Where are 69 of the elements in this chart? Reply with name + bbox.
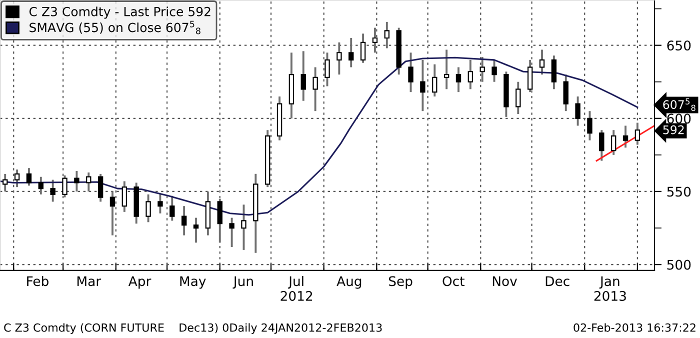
candlestick	[480, 56, 485, 83]
line-series	[0, 56, 638, 216]
candlestick	[14, 168, 20, 188]
x-tick-label: Mar	[77, 276, 102, 286]
candlestick	[86, 171, 92, 192]
candlestick	[62, 174, 68, 198]
x-tick-label: Dec	[546, 276, 570, 286]
candlestick	[610, 129, 616, 156]
x-tick-label: Jul 2012	[280, 276, 312, 301]
y-tick-label: 600	[667, 114, 691, 124]
candlestick	[300, 50, 306, 102]
y-tick-label: 650	[667, 40, 691, 51]
candlestick	[408, 52, 414, 94]
candlestick	[527, 58, 533, 94]
legend-label: SMAVG (55) on Close 607$^{5}$$_{8}$	[30, 20, 200, 34]
candlestick	[360, 32, 366, 64]
candlestick	[444, 48, 450, 90]
x-tick-label: Jan 2013	[594, 276, 626, 301]
candlestick	[551, 54, 557, 90]
candlestick	[599, 129, 604, 162]
candlestick	[456, 66, 462, 94]
candlestick	[193, 216, 199, 244]
candlestick	[38, 176, 44, 196]
candlestick	[241, 204, 246, 251]
candlestick	[170, 194, 175, 222]
candlestick	[217, 198, 222, 244]
candlestick	[516, 80, 521, 115]
candlestick	[622, 124, 628, 149]
x-tick-label: Aug	[336, 276, 362, 289]
candlestick	[384, 20, 390, 50]
candlestick	[372, 26, 378, 54]
text: 02-Feb-2013 16:37:22	[574, 323, 696, 332]
candlestick	[539, 48, 545, 76]
x-tick-label: Apr	[128, 276, 152, 289]
candlestick	[74, 170, 80, 192]
x-tick-label: May	[180, 276, 206, 289]
candlestick	[420, 58, 426, 112]
x-tick-label: Sep	[388, 276, 412, 289]
candlestick	[563, 74, 568, 112]
candlestick	[2, 172, 8, 192]
legend-label: C Z3 Comdty - Last Price 592	[29, 6, 210, 19]
candlestick	[146, 193, 151, 224]
candlestick	[312, 66, 318, 112]
candlestick	[324, 52, 330, 88]
candlestick	[110, 190, 116, 236]
candlestick	[158, 193, 163, 214]
candlestick	[122, 180, 128, 213]
candlestick	[181, 205, 187, 236]
candlestick	[634, 122, 640, 146]
candlestick	[432, 63, 438, 98]
candlestick	[229, 216, 234, 248]
x-tick-label: Nov	[492, 276, 517, 286]
y-tick-label: 550	[667, 186, 691, 197]
y-tick-label: 500	[667, 260, 691, 270]
candlestick	[336, 41, 342, 76]
x-tick-label: Jun	[232, 276, 253, 289]
candlestick	[26, 167, 32, 187]
annotation: 592	[663, 125, 684, 134]
candlestick	[587, 110, 592, 142]
x-tick-label: Oct	[442, 276, 464, 286]
candlestick	[348, 37, 354, 68]
x-tick-label: Feb	[27, 276, 48, 286]
candlestick	[492, 58, 497, 83]
candlestick	[575, 95, 580, 127]
annotation: 607$^{5}$$_{8}$	[663, 98, 696, 111]
text: C Z3 Comdty (CORN FUTURE Dec13) 0Daily 24JAN2012-2FEB2013	[4, 323, 382, 334]
candlestick	[50, 178, 56, 203]
candlestick	[468, 58, 474, 90]
candlestick	[98, 172, 104, 203]
